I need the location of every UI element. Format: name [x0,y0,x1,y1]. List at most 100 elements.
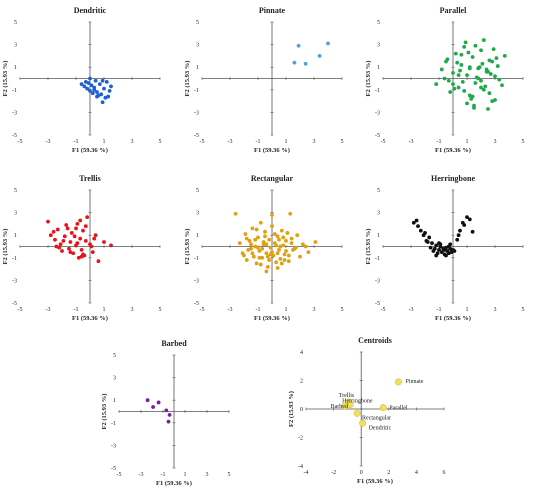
y-tick-label: 1 [14,233,17,239]
y-tick-label: 3 [377,211,380,217]
y-tick-label: -3 [194,110,199,116]
y-tick-label: -3 [12,110,17,116]
x-tick-label: -1 [437,307,442,313]
y-tick-label: 5 [196,20,199,26]
y-tick-label: 5 [14,20,17,26]
data-point [107,89,112,93]
y-tick-label: -5 [194,133,199,139]
data-point [459,52,464,57]
x-tick-label: -3 [228,139,233,145]
y-tick-label: -5 [194,301,199,307]
data-point [260,255,265,260]
data-point [267,237,272,242]
data-point [55,227,60,232]
x-tick-label: 0 [360,470,363,476]
data-point [448,242,453,247]
data-point [243,232,248,236]
y-tick-label: -5 [111,466,116,472]
y-tick-label: -1 [12,88,17,94]
data-point [253,237,258,242]
data-point [256,245,260,250]
y-tick-label: -1 [12,256,17,262]
data-point [455,237,460,242]
data-point [237,241,242,246]
x-tick-label: 3 [131,139,134,145]
data-point [256,235,260,240]
data-point [462,89,467,93]
data-point [500,83,504,88]
data-point [502,54,507,58]
y-tick-label: 3 [14,43,17,49]
data-point [296,43,301,48]
data-point [85,86,90,91]
x-axis-label: F1 (59.36 %) [435,147,471,154]
data-point [267,258,272,262]
panel-title: Herringbone [431,174,475,183]
data-point [103,95,108,100]
data-point [462,223,467,227]
data-point [411,220,416,225]
data-point [458,68,462,73]
data-point [242,253,246,258]
data-point [263,229,267,234]
data-point [486,69,490,74]
data-point [275,234,280,239]
data-point [445,57,450,62]
data-point [452,86,457,91]
x-tick-label: 5 [522,307,525,313]
x-axis-label: F1 (59.36 %) [357,478,393,485]
data-point [281,235,286,240]
y-tick-label: -1 [375,88,380,94]
data-point [439,67,444,72]
data-point [260,246,265,251]
data-point [46,219,50,224]
point-label: Dendritic [369,425,392,431]
panel-pinnate: Pinnate -5 -3 -1 1 3 5 5 3 1 -1 -3 -5 F1 (59.36 %) F2 … [184,6,344,154]
data-point [167,412,172,417]
data-point [298,254,302,259]
y-axis-label: F2 (15.93 %) [365,61,372,97]
data-point [495,64,500,68]
data-point [437,241,441,246]
data-point [102,240,106,244]
y-tick-label: -5 [375,301,380,307]
y-tick-label: -5 [12,133,17,139]
y-tick-label: 3 [14,211,17,217]
data-point [85,215,90,220]
data-point [379,404,387,412]
data-point [268,245,273,250]
data-point [53,237,57,242]
data-point [439,250,444,255]
data-point [156,400,161,405]
data-point [458,228,462,233]
y-axis-label: F2 (15.93 %) [2,229,9,265]
data-point [442,247,447,252]
x-tick-label: -5 [200,307,205,313]
y-axis-label: F2 (15.93 %) [365,229,372,265]
data-point [97,82,102,87]
data-point [250,251,255,256]
data-point [62,234,67,239]
data-point [463,40,468,45]
data-point [292,60,297,65]
x-tick-label: 1 [184,472,187,478]
data-point [109,243,113,248]
x-tick-label: -5 [117,472,122,478]
data-point [72,234,77,239]
data-point [251,254,256,259]
data-point [249,242,253,247]
data-point [100,78,105,83]
data-point [100,100,105,105]
y-tick-label: 3 [377,43,380,49]
data-point [306,250,311,255]
y-tick-label: 1 [377,65,380,71]
data-point [64,223,69,227]
data-point [89,83,94,88]
data-point [462,44,467,49]
data-point [233,211,238,216]
data-point [277,237,281,242]
data-point [69,231,74,235]
data-point [75,241,80,246]
data-point [470,229,475,234]
